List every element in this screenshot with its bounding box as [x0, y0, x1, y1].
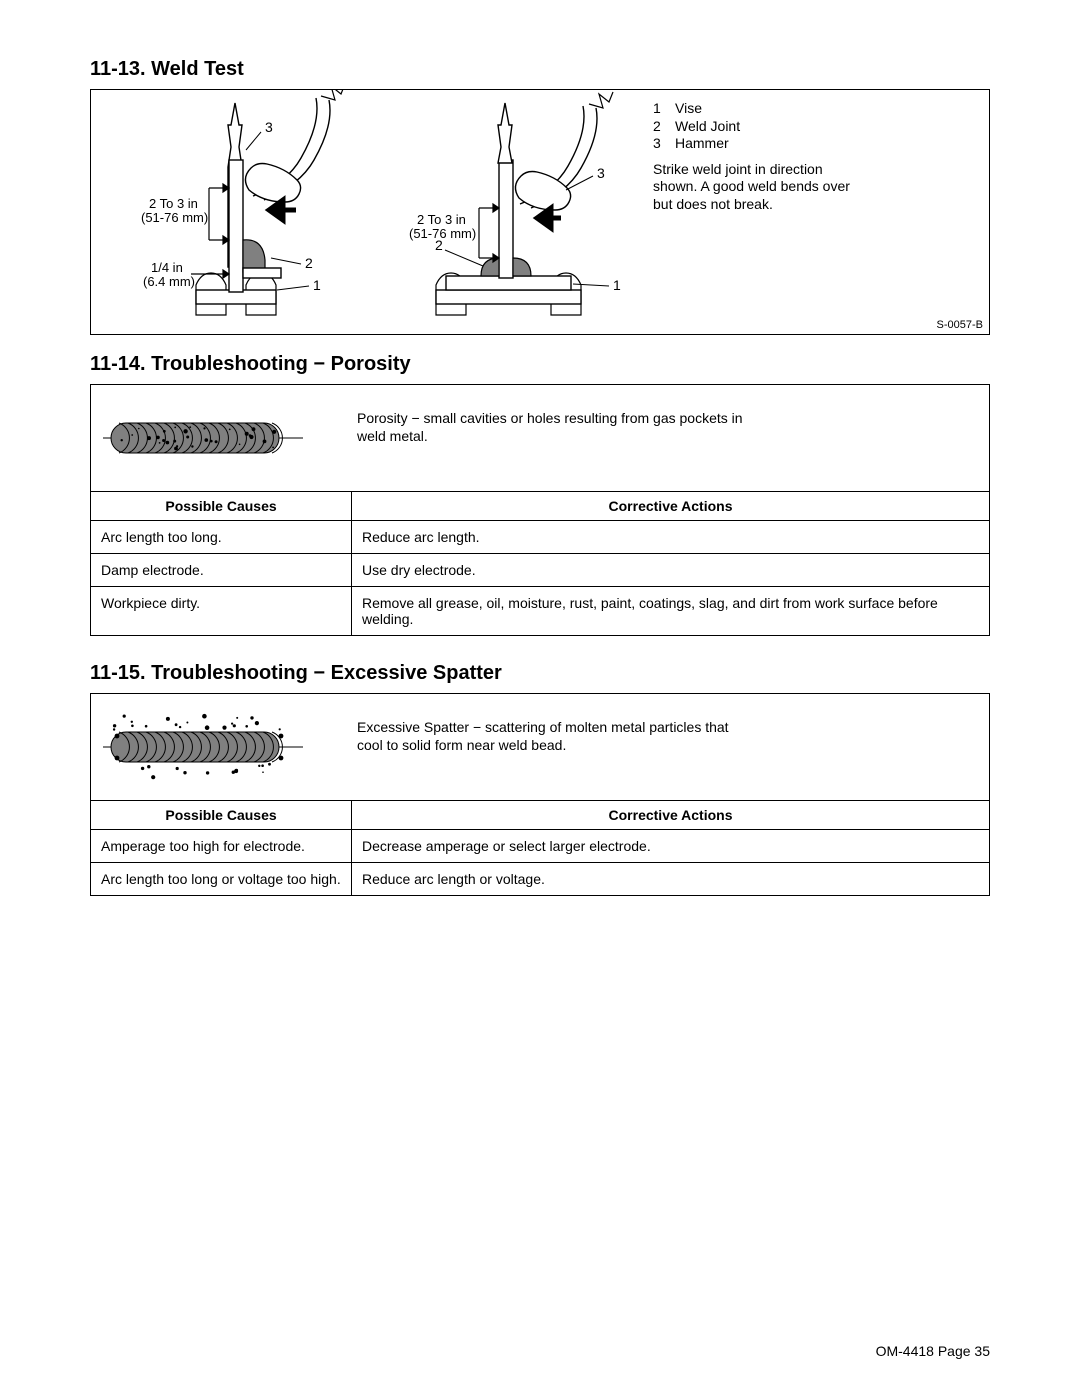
- heading-weld-test: 11-13. Weld Test: [90, 58, 990, 81]
- legend-row: 2 Weld Joint: [653, 118, 858, 136]
- legend-label: Vise: [675, 100, 702, 118]
- cell-cause: Damp electrode.: [91, 554, 352, 587]
- cell-action: Reduce arc length.: [352, 521, 990, 554]
- page: 11-13. Weld Test: [0, 0, 1080, 1397]
- cell-action: Decrease amperage or select larger elect…: [352, 830, 990, 863]
- callout-2-left: 2: [305, 255, 313, 271]
- cell-cause: Workpiece dirty.: [91, 587, 352, 636]
- th-causes: Possible Causes: [91, 801, 352, 830]
- figure-ref-id: S-0057-B: [937, 319, 983, 331]
- legend-label: Hammer: [675, 135, 729, 153]
- callout-3-left: 3: [265, 119, 273, 135]
- callout-3-right: 3: [597, 165, 605, 181]
- legend-num: 1: [653, 100, 675, 118]
- page-footer: OM-4418 Page 35: [876, 1343, 990, 1359]
- spatter-image: [103, 712, 303, 782]
- dim1-line2-left: (51-76 mm): [141, 210, 208, 225]
- cell-cause: Amperage too high for electrode.: [91, 830, 352, 863]
- cell-cause: Arc length too long.: [91, 521, 352, 554]
- legend-row: 3 Hammer: [653, 135, 858, 153]
- table-row: Damp electrode.Use dry electrode.: [91, 554, 989, 587]
- dim1-line1-left: 2 To 3 in: [149, 196, 198, 211]
- spatter-box: Excessive Spatter − scattering of molten…: [90, 693, 990, 896]
- weld-test-figure: 3 2 1 2 To 3 in (51-76 mm) 1/4 in (6.4 m…: [90, 89, 990, 335]
- heading-porosity: 11-14. Troubleshooting − Porosity: [90, 353, 990, 376]
- th-causes: Possible Causes: [91, 492, 352, 521]
- dim2-line1-left: 1/4 in: [151, 260, 183, 275]
- dim1-line1-right: 2 To 3 in: [417, 212, 466, 227]
- dim1-line2-right: (51-76 mm): [409, 226, 476, 241]
- porosity-description: Porosity − small cavities or holes resul…: [357, 403, 757, 445]
- cell-action: Use dry electrode.: [352, 554, 990, 587]
- porosity-table: Possible Causes Corrective Actions Arc l…: [91, 491, 989, 635]
- spatter-top: Excessive Spatter − scattering of molten…: [91, 694, 989, 800]
- cell-action: Remove all grease, oil, moisture, rust, …: [352, 587, 990, 636]
- porosity-top: Porosity − small cavities or holes resul…: [91, 385, 989, 491]
- table-row: Amperage too high for electrode.Decrease…: [91, 830, 989, 863]
- weld-test-legend: 1 Vise 2 Weld Joint 3 Hammer Strike weld…: [653, 100, 858, 213]
- legend-num: 3: [653, 135, 675, 153]
- callout-1-left: 1: [313, 277, 321, 293]
- legend-note: Strike weld joint in direction shown. A …: [653, 161, 858, 214]
- legend-label: Weld Joint: [675, 118, 740, 136]
- th-actions: Corrective Actions: [352, 801, 990, 830]
- porosity-image: [103, 403, 303, 473]
- spatter-table: Possible Causes Corrective Actions Amper…: [91, 800, 989, 895]
- spatter-description: Excessive Spatter − scattering of molten…: [357, 712, 757, 754]
- legend-num: 2: [653, 118, 675, 136]
- table-row: Arc length too long.Reduce arc length.: [91, 521, 989, 554]
- cell-action: Reduce arc length or voltage.: [352, 863, 990, 896]
- heading-spatter: 11-15. Troubleshooting − Excessive Spatt…: [90, 662, 990, 685]
- table-row: Arc length too long or voltage too high.…: [91, 863, 989, 896]
- porosity-box: Porosity − small cavities or holes resul…: [90, 384, 990, 636]
- table-row: Workpiece dirty.Remove all grease, oil, …: [91, 587, 989, 636]
- weld-test-diagram: 3 2 1 2 To 3 in (51-76 mm) 1/4 in (6.4 m…: [91, 90, 641, 336]
- callout-1-right: 1: [613, 277, 621, 293]
- legend-row: 1 Vise: [653, 100, 858, 118]
- th-actions: Corrective Actions: [352, 492, 990, 521]
- dim2-line2-left: (6.4 mm): [143, 274, 195, 289]
- cell-cause: Arc length too long or voltage too high.: [91, 863, 352, 896]
